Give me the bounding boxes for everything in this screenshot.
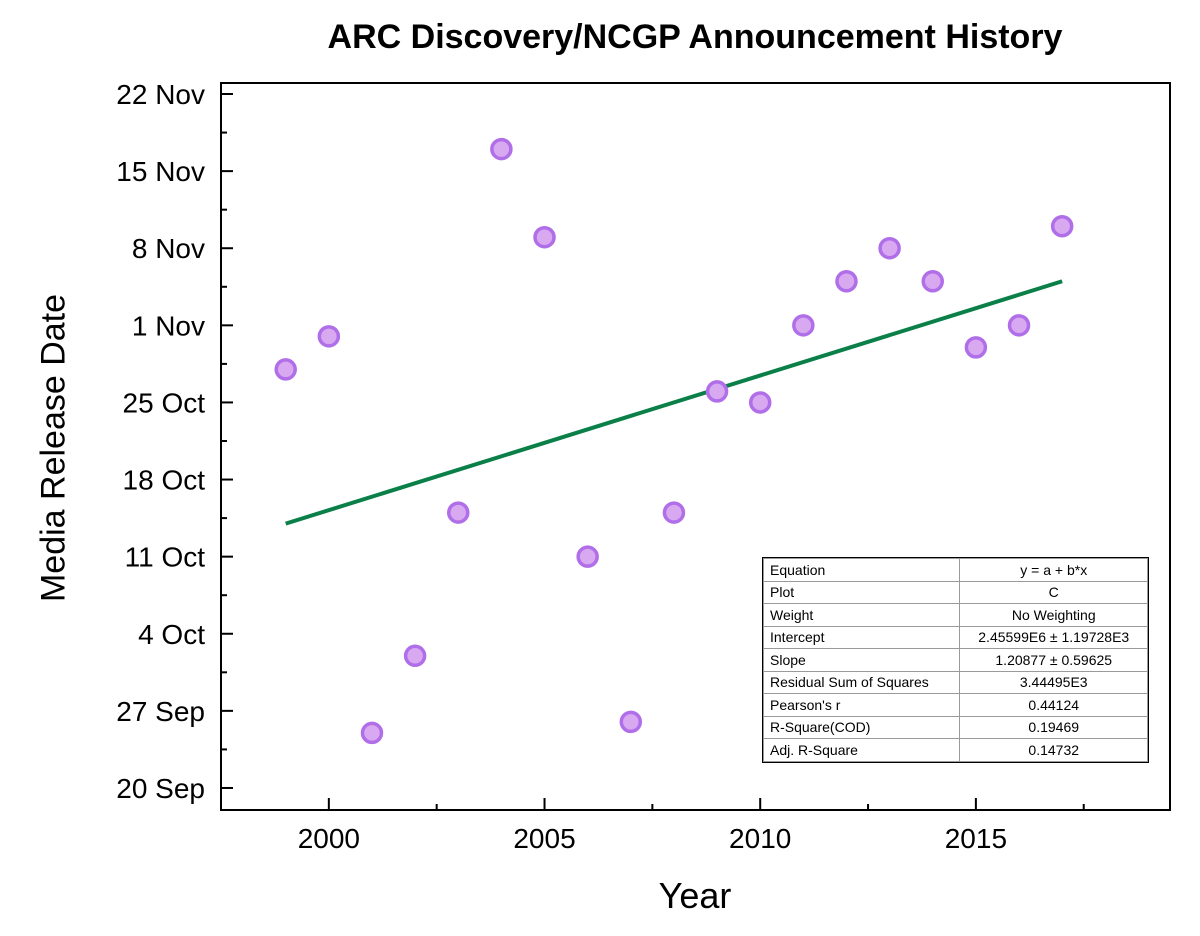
stats-label: Weight xyxy=(762,603,961,627)
stats-row: Adj. R-Square 0.14732 xyxy=(762,738,1148,762)
chart-title: ARC Discovery/NCGP Announcement History xyxy=(327,18,1063,56)
y-axis-label: Media Release Date xyxy=(34,293,73,603)
x-tick-label: 2015 xyxy=(945,823,1007,854)
stats-label: Plot xyxy=(762,580,961,604)
stats-row: R-Square(COD) 0.19469 xyxy=(762,715,1148,739)
y-axis: 22 Nov 15 Nov 8 Nov 1 Nov 25 Oct 18 Oct 11 Oct… xyxy=(116,79,233,804)
x-tick-label: 2010 xyxy=(729,823,791,854)
data-point xyxy=(490,137,513,161)
data-point xyxy=(1050,214,1074,238)
stats-value: C xyxy=(959,580,1148,604)
data-point xyxy=(705,380,729,403)
stats-row: Plot C xyxy=(762,580,1148,604)
stats-value: 3.44495E3 xyxy=(959,670,1148,694)
data-point xyxy=(1007,314,1031,337)
y-tick-label: 20 Sep xyxy=(116,773,205,804)
stats-label: Slope xyxy=(762,648,961,672)
data-point xyxy=(748,391,772,414)
y-tick-label: 18 Oct xyxy=(123,465,206,496)
x-tick-label: 2005 xyxy=(513,823,575,854)
y-tick-label: 1 Nov xyxy=(132,310,205,341)
stats-value: 0.44124 xyxy=(959,693,1148,717)
fit-line-layer xyxy=(285,279,1063,526)
stats-value: 0.14732 xyxy=(959,738,1148,762)
stats-value: 2.45599E6 ± 1.19728E3 xyxy=(959,625,1148,649)
plot-frame xyxy=(220,82,1171,811)
x-axis-label: Year xyxy=(658,875,732,916)
data-point xyxy=(447,501,470,524)
stats-value: No Weighting xyxy=(959,603,1148,627)
stats-row: Residual Sum of Squares 3.44495E3 xyxy=(762,670,1148,694)
stats-label: Residual Sum of Squares xyxy=(762,670,961,694)
stats-row: Equation y = a + b*x xyxy=(762,558,1148,582)
data-point xyxy=(619,710,643,734)
y-tick-label: 25 Oct xyxy=(123,387,206,418)
data-point xyxy=(403,644,427,668)
y-tick-label: 8 Nov xyxy=(132,233,205,264)
regression-stats-table: Equation y = a + b*x Plot C Weight No Weighti… xyxy=(762,557,1149,763)
y-tick-label: 27 Sep xyxy=(116,696,205,727)
data-point xyxy=(662,501,686,524)
stats-label: Pearson's r xyxy=(762,693,961,717)
stats-value: 0.19469 xyxy=(959,715,1148,739)
stats-table-body: Equation y = a + b*x Plot C Weight No Weighti… xyxy=(762,558,1148,762)
data-point xyxy=(576,545,599,568)
data-point xyxy=(878,236,901,260)
data-point xyxy=(792,314,815,337)
stats-label: Equation xyxy=(762,558,961,582)
stats-row: Slope 1.20877 ± 0.59625 xyxy=(762,648,1148,672)
stats-row: Weight No Weighting xyxy=(762,603,1148,627)
stats-row: Intercept 2.45599E6 ± 1.19728E3 xyxy=(762,625,1148,649)
data-point xyxy=(921,270,944,293)
y-tick-label: 4 Oct xyxy=(138,619,205,650)
data-point xyxy=(533,225,556,249)
stats-label: Adj. R-Square xyxy=(762,738,961,762)
data-points xyxy=(274,137,1074,745)
stats-row: Pearson's r 0.44124 xyxy=(762,693,1148,717)
data-point xyxy=(835,270,858,293)
stats-value: 1.20877 ± 0.59625 xyxy=(959,648,1148,672)
data-point xyxy=(360,721,384,745)
x-axis: 2000 2005 2010 2015 xyxy=(220,798,1085,854)
stats-label: Intercept xyxy=(762,625,961,649)
stats-value: y = a + b*x xyxy=(959,558,1148,582)
data-point xyxy=(317,325,341,348)
y-tick-label: 22 Nov xyxy=(116,79,205,110)
data-point xyxy=(274,358,297,381)
y-tick-label: 15 Nov xyxy=(116,156,205,187)
stats-label: R-Square(COD) xyxy=(762,715,961,739)
linear-fit-line xyxy=(285,279,1063,526)
x-tick-label: 2000 xyxy=(298,823,360,854)
y-tick-label: 11 Oct xyxy=(125,542,206,573)
data-point xyxy=(964,336,988,359)
